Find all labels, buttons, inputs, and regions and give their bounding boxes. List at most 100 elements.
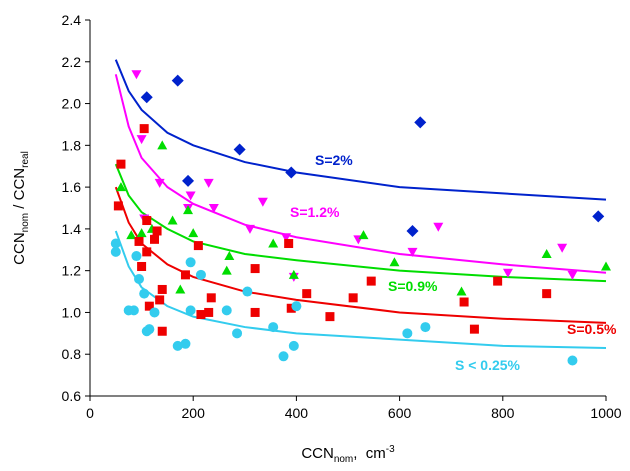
data-point: [221, 305, 232, 316]
data-point: [126, 230, 137, 240]
data-point: [456, 286, 467, 296]
data-point: [150, 234, 159, 244]
data-point: [302, 289, 312, 299]
curve-label: S=0.9%: [388, 278, 438, 294]
data-point: [286, 303, 296, 313]
data-point: [257, 197, 268, 207]
data-point: [139, 124, 149, 134]
data-point: [175, 284, 186, 294]
fit-curve: [114, 163, 607, 283]
data-point: [204, 307, 214, 317]
data-point: [433, 222, 444, 232]
data-point: [406, 224, 419, 237]
data-point: [185, 257, 196, 268]
x-tick-label: 200: [182, 405, 206, 421]
data-point: [567, 355, 578, 366]
fit-curve: [114, 186, 607, 324]
data-point: [325, 312, 335, 322]
data-point: [193, 241, 203, 251]
data-point: [180, 270, 190, 280]
y-tick-label: 1.4: [62, 221, 82, 237]
data-point: [288, 340, 299, 351]
data-point: [157, 140, 168, 150]
data-point: [557, 243, 568, 253]
data-point: [110, 238, 121, 249]
data-point: [285, 166, 298, 179]
data-point: [128, 305, 139, 316]
x-label-rest: , cm: [353, 445, 386, 462]
data-point: [134, 274, 145, 285]
fit-curve: [114, 74, 607, 274]
data-point: [188, 228, 199, 238]
data-point: [291, 301, 302, 312]
data-point: [144, 301, 154, 311]
data-point: [116, 159, 126, 169]
y-tick-label: 2.2: [62, 54, 82, 70]
data-point: [493, 276, 503, 286]
data-point: [278, 351, 289, 362]
y-label-mid: / CCN: [11, 168, 28, 213]
data-point: [407, 247, 418, 257]
y-label-main: CCN: [11, 232, 28, 265]
data-point: [420, 322, 431, 333]
data-point: [232, 328, 243, 339]
data-point: [136, 228, 147, 238]
data-point: [140, 91, 153, 104]
data-point: [152, 226, 162, 236]
fit-curve: [114, 59, 607, 201]
data-point: [115, 182, 126, 192]
data-point: [389, 257, 400, 267]
data-point: [288, 269, 299, 279]
data-point: [469, 324, 479, 334]
data-point: [185, 191, 196, 201]
data-point: [157, 284, 167, 294]
data-point: [414, 116, 427, 129]
data-point: [281, 233, 292, 243]
y-tick-label: 2.0: [62, 96, 82, 112]
data-point: [142, 247, 152, 257]
data-point: [358, 230, 369, 240]
data-point: [284, 239, 294, 249]
data-point: [167, 215, 178, 225]
y-tick-label: 0.6: [62, 388, 82, 404]
data-point: [142, 216, 152, 226]
data-point: [110, 246, 121, 257]
data-point: [402, 328, 413, 339]
data-point: [144, 324, 155, 335]
data-point: [137, 261, 147, 271]
x-tick-label: 400: [285, 405, 309, 421]
data-point: [601, 261, 611, 271]
y-axis-label: CCNnom / CCNreal: [11, 151, 31, 265]
y-tick-label: 1.2: [62, 263, 82, 279]
data-point: [541, 248, 552, 258]
y-label-sub: nom: [20, 213, 31, 232]
x-label-sup: -3: [386, 444, 395, 455]
data-point: [136, 135, 147, 145]
data-point: [196, 310, 206, 320]
curve-label: S=2%: [315, 152, 353, 168]
x-tick-label: 1000: [590, 405, 621, 421]
data-point: [268, 238, 279, 248]
x-tick-label: 0: [86, 405, 94, 421]
curve-label: S=0.5%: [567, 321, 617, 337]
x-label-sub: nom: [334, 454, 353, 465]
y-tick-label: 2.4: [62, 12, 82, 28]
data-point: [348, 293, 358, 303]
y-tick-label: 1.0: [62, 304, 82, 320]
data-point: [366, 276, 376, 286]
data-point: [250, 264, 260, 274]
data-point: [182, 174, 195, 187]
data-point: [208, 204, 219, 213]
data-point: [221, 265, 232, 275]
data-point: [233, 143, 246, 156]
y-label-sub2: real: [20, 151, 31, 168]
data-point: [180, 338, 191, 349]
data-point: [206, 293, 216, 303]
curve-label: S < 0.25%: [455, 357, 521, 373]
data-point: [268, 322, 279, 333]
y-tick-label: 1.8: [62, 137, 82, 153]
data-point: [459, 297, 469, 307]
data-point: [502, 268, 513, 278]
data-point: [592, 210, 605, 223]
